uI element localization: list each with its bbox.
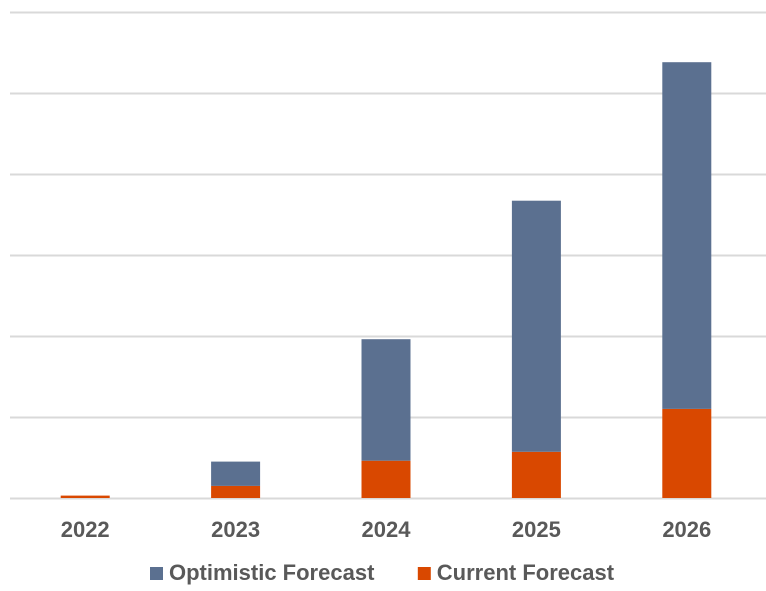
bar-optimistic-forecast-2024 [361, 339, 411, 461]
x-tick-label: 2026 [662, 517, 711, 542]
bar-current-forecast-2026 [662, 408, 712, 498]
legend-item-current-forecast: Current Forecast [417, 560, 615, 585]
bar-current-forecast-2022 [60, 495, 110, 498]
legend-swatch [150, 567, 163, 580]
bar-current-forecast-2025 [511, 451, 561, 498]
gridlines [10, 11, 766, 500]
bar-current-forecast-2024 [361, 460, 411, 498]
legend-swatch [417, 567, 431, 580]
x-tick-label: 2022 [61, 517, 110, 542]
legend-label: Optimistic Forecast [169, 560, 375, 585]
legend-label: Current Forecast [437, 560, 615, 585]
legend-item-optimistic-forecast: Optimistic Forecast [150, 560, 375, 585]
bar-optimistic-forecast-2025 [511, 200, 561, 452]
bars [60, 62, 712, 498]
x-axis-tick-labels: 2022 2023 2024 2025 2026 [61, 517, 712, 542]
x-tick-label: 2025 [512, 517, 561, 542]
bar-optimistic-forecast-2026 [662, 62, 712, 409]
x-tick-label: 2023 [211, 517, 260, 542]
bar-current-forecast-2023 [211, 485, 261, 498]
bar-optimistic-forecast-2023 [211, 461, 261, 486]
legend: Optimistic Forecast Current Forecast [150, 560, 615, 585]
x-tick-label: 2024 [362, 517, 412, 542]
